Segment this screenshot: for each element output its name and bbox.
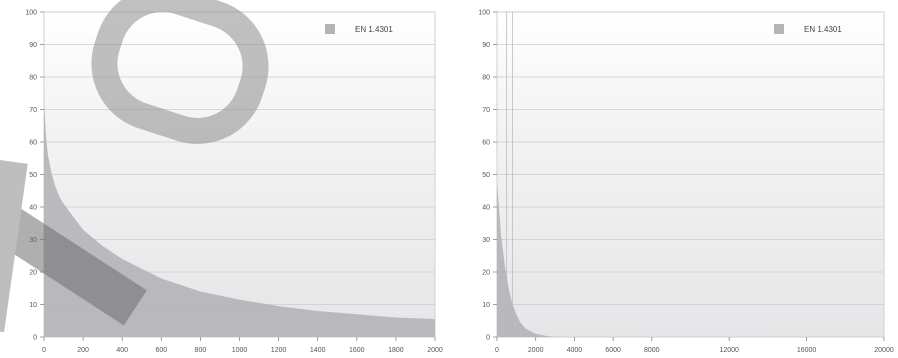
y-tick-label: 50 bbox=[29, 172, 37, 179]
x-tick-label: 800 bbox=[195, 347, 207, 354]
legend-label: EN 1.4301 bbox=[355, 25, 393, 34]
y-tick-label: 0 bbox=[486, 335, 490, 342]
y-tick-label: 10 bbox=[482, 302, 490, 309]
x-tick-label: 400 bbox=[116, 347, 128, 354]
watermark-stem bbox=[0, 160, 28, 333]
y-tick-label: 40 bbox=[482, 205, 490, 212]
y-tick-label: 60 bbox=[29, 140, 37, 147]
y-tick-label: 50 bbox=[482, 172, 490, 179]
x-tick-label: 1600 bbox=[349, 347, 365, 354]
series-area bbox=[497, 181, 556, 337]
y-tick-label: 40 bbox=[29, 205, 37, 212]
y-tick-label: 70 bbox=[29, 107, 37, 114]
x-tick-label: 6000 bbox=[605, 347, 621, 354]
chart-1: 0102030405060708090100020040060080010001… bbox=[25, 10, 443, 355]
legend-swatch bbox=[774, 24, 784, 34]
y-tick-label: 0 bbox=[33, 335, 37, 342]
legend-label: EN 1.4301 bbox=[804, 25, 842, 34]
y-tick-label: 90 bbox=[482, 42, 490, 49]
x-tick-label: 2000 bbox=[528, 347, 544, 354]
x-tick-label: 200 bbox=[77, 347, 89, 354]
x-tick-label: 0 bbox=[495, 347, 499, 354]
x-tick-label: 4000 bbox=[567, 347, 583, 354]
watermark-ring bbox=[91, 0, 269, 144]
series-area bbox=[44, 99, 435, 337]
watermark-bar bbox=[0, 195, 147, 326]
y-tick-label: 80 bbox=[482, 75, 490, 82]
x-tick-label: 16000 bbox=[797, 347, 817, 354]
chart-2: 0 10 20 30 40 50 60 70 80 90 100 0 2000 4000 6000 8000 1… bbox=[478, 10, 894, 355]
y-tick-label: 20 bbox=[29, 270, 37, 277]
x-tick-label: 600 bbox=[155, 347, 167, 354]
x-tick-label: 1800 bbox=[388, 347, 404, 354]
y-tick-label: 80 bbox=[29, 75, 37, 82]
y-tick-label: 60 bbox=[482, 140, 490, 147]
watermark bbox=[0, 0, 269, 333]
y-tick-label: 90 bbox=[29, 42, 37, 49]
x-tick-label: 12000 bbox=[719, 347, 739, 354]
x-tick-label: 1200 bbox=[271, 347, 287, 354]
x-tick-label: 1400 bbox=[310, 347, 326, 354]
y-tick-label: 100 bbox=[25, 10, 37, 17]
y-tick-label: 100 bbox=[478, 10, 490, 17]
y-tick-label: 10 bbox=[29, 302, 37, 309]
x-tick-label: 0 bbox=[42, 347, 46, 354]
y-tick-label: 20 bbox=[482, 270, 490, 277]
y-tick-label: 70 bbox=[482, 107, 490, 114]
x-tick-label: 2000 bbox=[427, 347, 443, 354]
y-tick-label: 30 bbox=[482, 237, 490, 244]
x-tick-label: 1000 bbox=[232, 347, 248, 354]
legend-swatch bbox=[325, 24, 335, 34]
x-tick-label: 20000 bbox=[874, 347, 894, 354]
x-tick-label: 8000 bbox=[644, 347, 660, 354]
